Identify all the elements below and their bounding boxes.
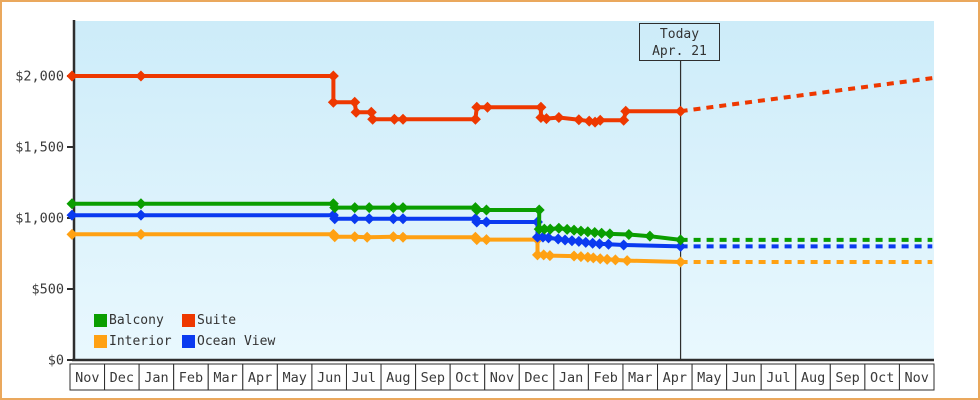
today-label: Today — [659, 27, 700, 42]
legend-item-suite: Suite — [182, 313, 275, 328]
legend-label-interior: Interior — [109, 334, 172, 349]
month-cell — [345, 363, 382, 391]
month-cell — [726, 363, 762, 391]
x-axis-month-label: Dec — [110, 370, 134, 386]
legend-label-balcony: Balcony — [109, 313, 164, 328]
balcony-swatch — [94, 314, 107, 327]
x-axis-month-label: Sep — [421, 370, 445, 386]
today-date: Apr. 21 — [652, 44, 707, 59]
x-axis-month-label: Mar — [213, 370, 237, 386]
x-axis-month-label: Feb — [179, 370, 203, 386]
month-cell — [587, 363, 624, 391]
legend-item-interior: Interior — [94, 334, 182, 349]
legend-item-balcony: Balcony — [94, 313, 182, 328]
legend-item-ocean-view: Ocean View — [182, 334, 275, 349]
today-box: Today Apr. 21 — [639, 23, 720, 61]
x-axis-month-label: Jan — [144, 370, 168, 386]
y-axis-tick-label: $2,000 — [15, 69, 64, 85]
x-axis-month-label: Jul — [352, 370, 376, 386]
x-axis-month-label: Dec — [524, 370, 548, 386]
month-cell — [622, 363, 659, 391]
plot-area — [75, 21, 934, 360]
x-axis-month-label: Nov — [905, 370, 929, 386]
x-axis-month-label: May — [697, 370, 721, 386]
legend-label-suite: Suite — [197, 313, 237, 328]
x-axis-month-label: Jul — [766, 370, 790, 386]
series-projection-suite — [680, 76, 933, 114]
x-axis-month-label: Oct — [870, 370, 894, 386]
month-cell — [518, 363, 555, 391]
x-axis-month-label: Jun — [317, 370, 341, 386]
x-axis-month-label: Feb — [593, 370, 617, 386]
legend: Balcony Suite Interior Ocean View — [94, 313, 275, 349]
month-cell — [276, 363, 313, 391]
x-axis-month-label: Sep — [835, 370, 859, 386]
month-cell — [760, 363, 797, 391]
month-cell — [829, 363, 866, 391]
month-cell — [898, 363, 935, 391]
month-cell — [691, 363, 728, 391]
legend-label-ocean-view: Ocean View — [197, 334, 276, 349]
x-axis-month-label: Apr — [248, 370, 272, 386]
x-axis-month-label: Jan — [559, 370, 583, 386]
y-axis-tick-label: $1,500 — [15, 140, 64, 156]
month-cell — [415, 363, 451, 391]
x-axis-month-label: Nov — [490, 370, 514, 386]
month-cell — [795, 363, 831, 391]
y-axis-tick-label: $0 — [48, 353, 64, 369]
y-axis-tick-label: $500 — [31, 282, 64, 298]
suite-swatch — [182, 314, 195, 327]
x-axis-month-label: Nov — [75, 370, 99, 386]
x-axis-month-label: Apr — [663, 370, 687, 386]
series-points-suite — [66, 70, 687, 128]
ocean-view-swatch — [182, 335, 195, 348]
x-axis-month-label: May — [282, 370, 306, 386]
interior-swatch — [94, 335, 107, 348]
month-cell — [242, 363, 278, 391]
month-cell — [657, 363, 693, 391]
x-axis-month-label: Mar — [628, 370, 652, 386]
month-cell — [553, 363, 589, 391]
series-points-ocean-view — [66, 209, 687, 252]
x-axis-month-label: Aug — [386, 370, 410, 386]
x-axis-month-label: Aug — [801, 370, 825, 386]
x-axis-month-label: Oct — [455, 370, 479, 386]
x-axis-month-label: Jun — [732, 370, 756, 386]
y-axis-tick-label: $1,000 — [15, 211, 64, 227]
